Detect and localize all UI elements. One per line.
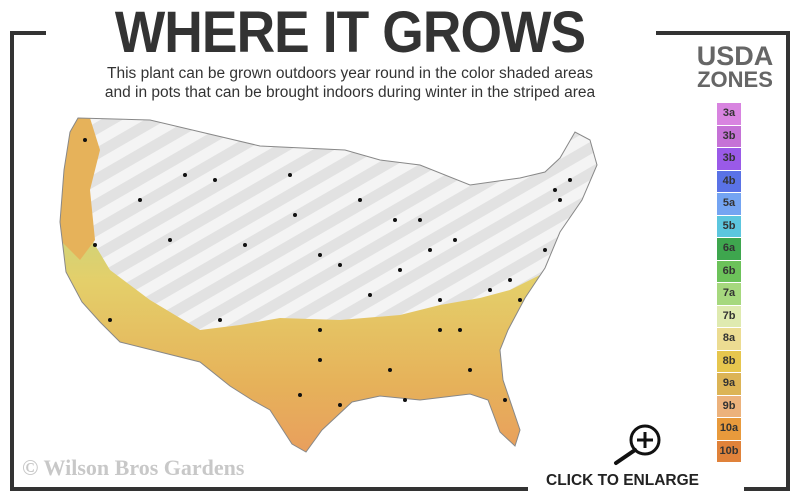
capital-dot [503,398,507,402]
capital-dot [318,328,322,332]
us-outline [59,117,598,453]
capital-dot [543,248,547,252]
frame-top-right [656,31,790,35]
frame-bottom-right [744,487,790,491]
capital-dot [558,198,562,202]
capital-dot [398,268,402,272]
capital-dot [338,263,342,267]
zone-legend: 3a 3b 3b 4b 5a 5b 6a 6b 7a 7b 8a 8b 9a 9b 10a 10b [717,103,741,463]
zone-swatch-4b: 4b [717,170,741,193]
zone-swatch-10a: 10a [717,418,741,441]
capital-dot [318,253,322,257]
watermark: © Wilson Bros Gardens [22,455,245,480]
zone-swatch-6a: 6a [717,238,741,261]
west-coast-shaded-strip [60,118,100,260]
capital-dot [453,238,457,242]
zoom-in-icon [614,424,661,465]
subtitle-line-1: This plant can be grown outdoors year ro… [107,65,593,82]
click-to-enlarge-button[interactable]: CLICK TO ENLARGE [540,420,740,495]
zone-swatch-3b: 3b [717,125,741,148]
zone-swatch-7a: 7a [717,283,741,306]
zone-swatch-5b: 5b [717,215,741,238]
capital-dot [568,178,572,182]
zone-swatch-10b: 10b [717,440,741,463]
capital-dot [293,213,297,217]
capital-dot [388,368,392,372]
capital-dot [93,243,97,247]
capital-dot [418,218,422,222]
legend-title: USDA ZONES [680,41,790,92]
capital-dot [458,328,462,332]
capital-dot [318,358,322,362]
frame-top-left [10,31,46,35]
frame-bottom-left [10,487,528,491]
zone-swatch-3a: 3a [717,103,741,126]
frame-left [10,31,14,491]
frame-right [786,31,790,491]
click-to-enlarge-label: CLICK TO ENLARGE [546,472,699,489]
capital-dot [213,178,217,182]
capital-dot [298,393,302,397]
capital-dot [508,278,512,282]
capital-dot [243,243,247,247]
zone-swatch-9b: 9b [717,395,741,418]
zone-swatch-8b: 8b [717,350,741,373]
capital-dot [83,138,87,142]
capital-dot [403,398,407,402]
zone-swatch-5a: 5a [717,193,741,216]
capital-dot [438,328,442,332]
legend-title-line-2: ZONES [697,67,773,92]
capital-dot [438,298,442,302]
legend-title-line-1: USDA [696,41,774,71]
capital-dot [138,198,142,202]
capital-dot [288,173,292,177]
capital-dot [368,293,372,297]
zone-swatch-6b: 6b [717,260,741,283]
zone-swatch-7b: 7b [717,305,741,328]
capital-dot [218,318,222,322]
capital-dot [393,218,397,222]
zone-swatch-9a: 9a [717,373,741,396]
capital-dot [428,248,432,252]
capital-dot [338,403,342,407]
zone-swatch-8a: 8a [717,328,741,351]
capital-dot [468,368,472,372]
capital-dot [108,318,112,322]
zone-swatch-3b: 3b [717,148,741,171]
capital-dot [518,298,522,302]
capital-dot [553,188,557,192]
capital-dot [488,288,492,292]
capital-dot [358,198,362,202]
subtitle: This plant can be grown outdoors year ro… [40,64,660,102]
subtitle-line-2: and in pots that can be brought indoors … [104,84,596,101]
page-title: WHERE IT GROWS [114,0,586,65]
capital-dot [183,173,187,177]
capital-dot [168,238,172,242]
us-zone-map[interactable] [55,105,615,465]
state-capital-dots [83,138,572,407]
